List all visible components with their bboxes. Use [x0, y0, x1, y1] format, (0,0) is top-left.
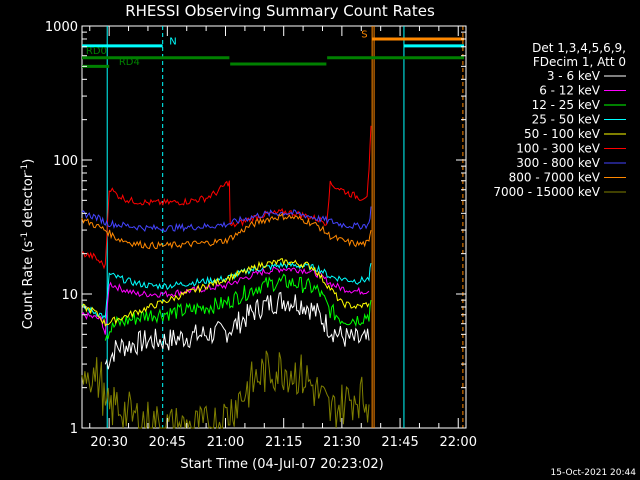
y-axis-label-sup2: -1 — [20, 164, 30, 173]
series-line — [81, 125, 372, 270]
marker-label: N — [169, 36, 176, 47]
legend-entry-label: 50 - 100 keV — [524, 127, 601, 141]
series-line — [81, 206, 372, 233]
x-tick-label: 21:45 — [381, 435, 418, 450]
legend-header-line2: FDecim 1, Att 0 — [533, 55, 626, 69]
x-tick-label: 20:45 — [149, 435, 186, 450]
timestamp: 15-Oct-2021 20:44 — [551, 468, 637, 478]
y-tick-label: 1 — [70, 422, 78, 437]
y-axis-label-end: ) — [21, 159, 36, 164]
series-line — [81, 212, 372, 250]
y-axis-label: Count Rate (s-1 detector-1) — [20, 159, 36, 330]
marker-labels: RD0 RD4 N S — [86, 30, 368, 69]
x-tick-label: 21:00 — [207, 435, 244, 450]
marker-label: S — [361, 30, 367, 41]
marker-label: RD4 — [119, 57, 140, 68]
chart-title: RHESSI Observing Summary Count Rates — [125, 2, 435, 20]
series-line — [81, 266, 370, 335]
x-tick-label: 21:15 — [265, 435, 302, 450]
y-tick-label: 100 — [53, 154, 78, 169]
legend-entry-label: 3 - 6 keV — [547, 69, 601, 83]
x-axis-label: Start Time (04-Jul-07 20:23:02) — [180, 457, 383, 472]
legend-entry-label: 25 - 50 keV — [532, 113, 601, 127]
y-axis-ticks: 1 10 100 1000 — [45, 20, 466, 437]
series-group — [81, 125, 372, 429]
legend-entry-label: 100 - 300 keV — [516, 142, 600, 156]
attenuator-bars — [82, 37, 465, 68]
legend-entry-label: 12 - 25 keV — [532, 98, 601, 112]
y-axis-label-mid: detector — [21, 172, 36, 232]
y-axis-label-sup1: -1 — [20, 232, 30, 241]
legend-entry-label: 800 - 7000 keV — [509, 171, 601, 185]
marker-label: RD0 — [86, 46, 107, 57]
x-tick-label: 20:30 — [90, 435, 127, 450]
series-line — [104, 291, 370, 370]
legend-entry-label: 6 - 12 keV — [539, 84, 601, 98]
x-axis-ticks: 20:30 20:45 21:00 21:15 21:30 21:45 22:00 — [89, 26, 477, 450]
y-tick-label: 1000 — [45, 20, 78, 35]
legend-header-line1: Det 1,3,4,5,6,9, — [532, 41, 626, 55]
plot-frame — [81, 25, 467, 429]
y-tick-label: 10 — [61, 288, 78, 303]
series-line — [81, 257, 370, 327]
x-tick-label: 21:30 — [323, 435, 360, 450]
plot-area: RD0 RD4 N S — [81, 25, 467, 429]
series-line — [81, 261, 372, 320]
legend-entry-label: 7000 - 15000 keV — [493, 185, 600, 199]
legend-entry-label: 300 - 800 keV — [516, 156, 600, 170]
series-line — [81, 350, 370, 429]
series-line — [104, 273, 372, 341]
x-tick-label: 22:00 — [440, 435, 477, 450]
legend: Det 1,3,4,5,6,9, FDecim 1, Att 0 3 - 6 k… — [493, 41, 626, 199]
y-axis-label-main: Count Rate (s — [21, 241, 36, 330]
